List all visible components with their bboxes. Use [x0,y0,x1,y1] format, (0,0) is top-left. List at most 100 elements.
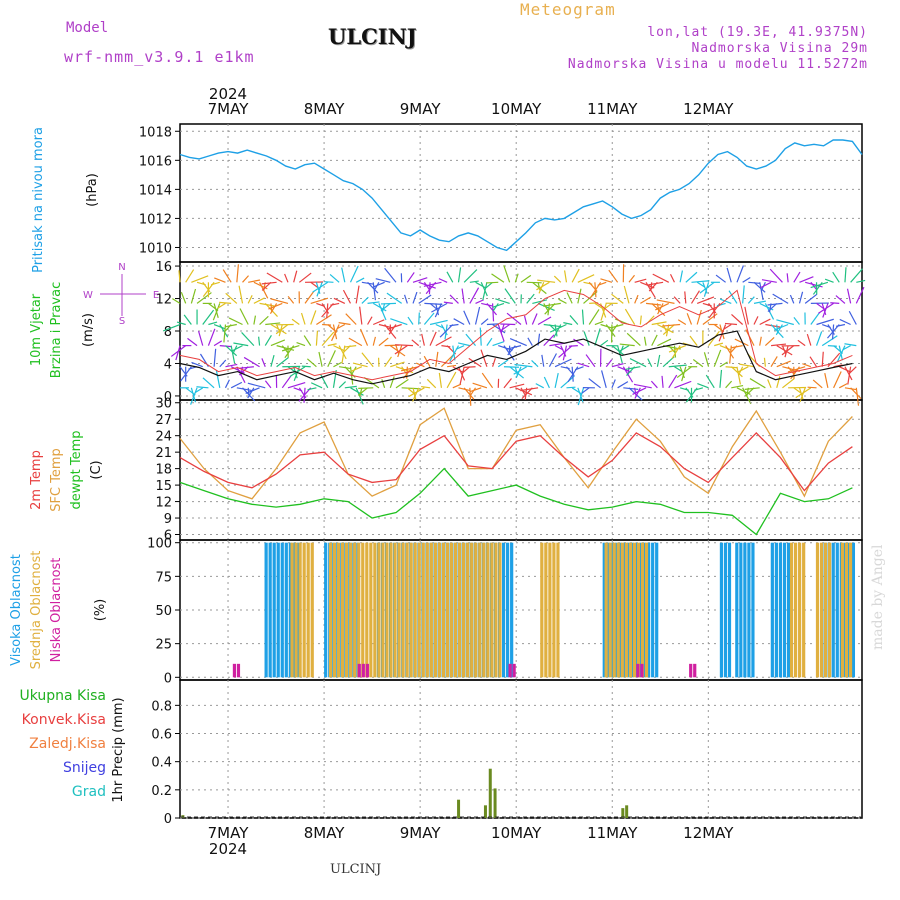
cloud-bar [501,542,506,678]
wind-arrow [775,324,783,336]
cloud-bar [425,542,429,678]
pressure-unit-label: (hPa) [85,173,100,207]
wind-arrow [349,265,359,283]
cloud-bar [373,542,377,678]
wind-arrow [217,302,226,309]
wind-arrow [833,364,843,368]
wind-arrow [571,387,583,395]
wind-arrow [268,302,283,310]
wind-arrow [563,322,573,326]
wind-arrow [275,324,289,335]
top-day-label: 10MAY [491,100,542,118]
wind-arrow [315,330,319,346]
cloud-bar [494,542,498,678]
wind-arrow [196,292,212,304]
wind-arrow [208,321,218,326]
wind-arrow [597,281,607,286]
wind-arrow [737,366,749,373]
wind-arrow [411,339,420,347]
wind-arrow [386,292,402,304]
wind-arrow [617,381,629,389]
wind-arrow [839,318,851,326]
wind-arrow [307,387,317,391]
cloud-bar [417,542,421,678]
wind-arrow [736,265,744,283]
wind-arrow [531,313,538,325]
wind-arrow [793,387,802,394]
wind-arrow [202,377,215,389]
wind-arrow [355,285,360,304]
wind-arrow [804,293,818,304]
wind-arrow [839,366,851,373]
cloud-bar [556,542,560,678]
wind-arrow [611,323,624,329]
model-name: wrf-nmm_v3.9.1 e1km [64,48,255,66]
wind-arrow [380,302,391,312]
wind-arrow [731,314,744,325]
wind-arrow [728,290,738,304]
wind-arrow [734,338,749,347]
wind-arrow [632,387,647,395]
cloud-bar [349,542,353,678]
wind-arrow [187,337,198,347]
wind-arrow [822,303,829,318]
wind-arrow [515,366,522,378]
precip-bar [621,808,625,818]
wind-arrow [583,291,598,304]
wind-arrow [423,281,442,287]
wind-arrow [676,366,692,379]
wind-arrow [401,387,420,390]
wind-arrow [486,303,498,316]
cloud-bar [369,542,373,678]
wind-arrow [708,330,720,346]
cloud-bar [508,663,512,678]
wind-arrow [345,313,357,325]
wind-arrow [719,361,728,368]
wind-arrow [662,324,675,335]
cloud-bar [616,542,620,678]
wind-arrow [310,382,323,389]
wind-arrow [577,274,595,283]
wind-arrow [577,288,582,304]
wind-arrow [838,345,843,361]
wind-arrow [162,323,181,332]
wind-arrow [453,318,465,326]
cloud-bar [823,542,828,678]
wind-arrow [553,275,562,283]
footer-station: ULCINJ [330,862,382,877]
wind-arrow [208,302,219,312]
wind-arrow [601,370,607,388]
wind-arrow [465,333,476,346]
sfc-label: SFC Temp [49,448,64,512]
sfc-temp-line [179,407,853,500]
wind-arrow [449,323,459,327]
cloud-bar [353,542,357,678]
wind-arrow [767,302,783,306]
wind-arrow [491,273,505,283]
wind-arrow [316,282,323,297]
wind-arrow [650,380,658,389]
wind-arrow [207,328,216,346]
wind-arrow [696,281,706,288]
wind-arrow [367,316,373,325]
wind-arrow [418,312,420,325]
wind-arrow [429,302,438,310]
cloud-bar [642,542,647,678]
wind-arrow [281,345,300,352]
compass-n-label: N [118,262,125,273]
wind-arrow [486,281,499,284]
cloud-bar [770,542,774,678]
wind-arrow [469,387,482,393]
precip-legend-item: Konvek.Kisa [22,712,106,728]
wind-arrow [588,309,600,325]
cloud-bar [506,542,510,678]
wind-arrow [699,281,715,294]
cloud-bar [747,542,751,678]
cloud-bar [236,663,241,678]
wind-arrow [611,363,624,368]
wind-arrow [344,345,357,348]
wind-arrow [760,281,772,289]
wind-arrow [694,387,704,391]
wind-arrow [475,281,487,289]
wind-arrow [673,296,681,304]
